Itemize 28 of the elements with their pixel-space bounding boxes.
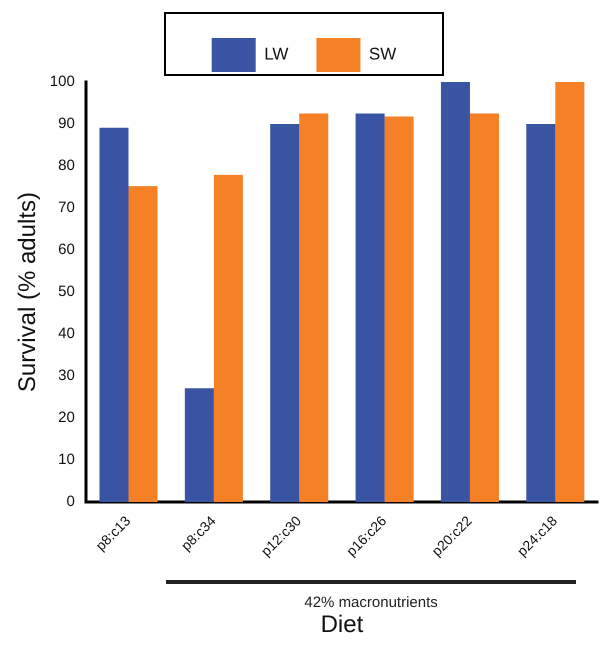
bar [270, 124, 300, 502]
bar [526, 124, 556, 502]
y-tick-label: 100 [50, 73, 75, 90]
bar [299, 114, 328, 502]
y-tick-label: 70 [58, 199, 75, 216]
bar [99, 128, 129, 502]
y-tick-label: 20 [58, 409, 75, 426]
legend-label: LW [264, 44, 288, 64]
bar [555, 82, 584, 502]
y-tick-label: 50 [58, 283, 75, 300]
x-axis-title: Diet [320, 611, 364, 638]
bar [214, 174, 243, 502]
y-tick-label: 90 [58, 115, 75, 132]
bar [128, 186, 158, 502]
bar [184, 388, 214, 502]
y-tick-label: 0 [66, 493, 75, 510]
y-tick-label: 60 [58, 241, 75, 258]
text: 42% macronutrients [303, 594, 439, 612]
legend-label: SW [368, 44, 396, 64]
bar [470, 114, 499, 502]
bar [440, 82, 470, 502]
bar [384, 116, 414, 502]
y-tick-label: 30 [58, 367, 75, 384]
y-axis-title: Survival (% adults) [14, 192, 42, 392]
y-tick-label: 40 [58, 325, 75, 342]
y-tick-label: 10 [58, 451, 75, 468]
bar [356, 114, 385, 502]
y-tick-label: 80 [58, 157, 75, 174]
